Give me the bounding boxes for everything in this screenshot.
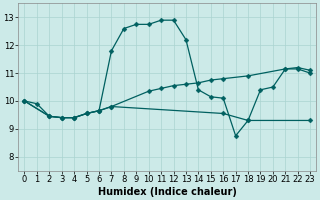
X-axis label: Humidex (Indice chaleur): Humidex (Indice chaleur): [98, 187, 237, 197]
